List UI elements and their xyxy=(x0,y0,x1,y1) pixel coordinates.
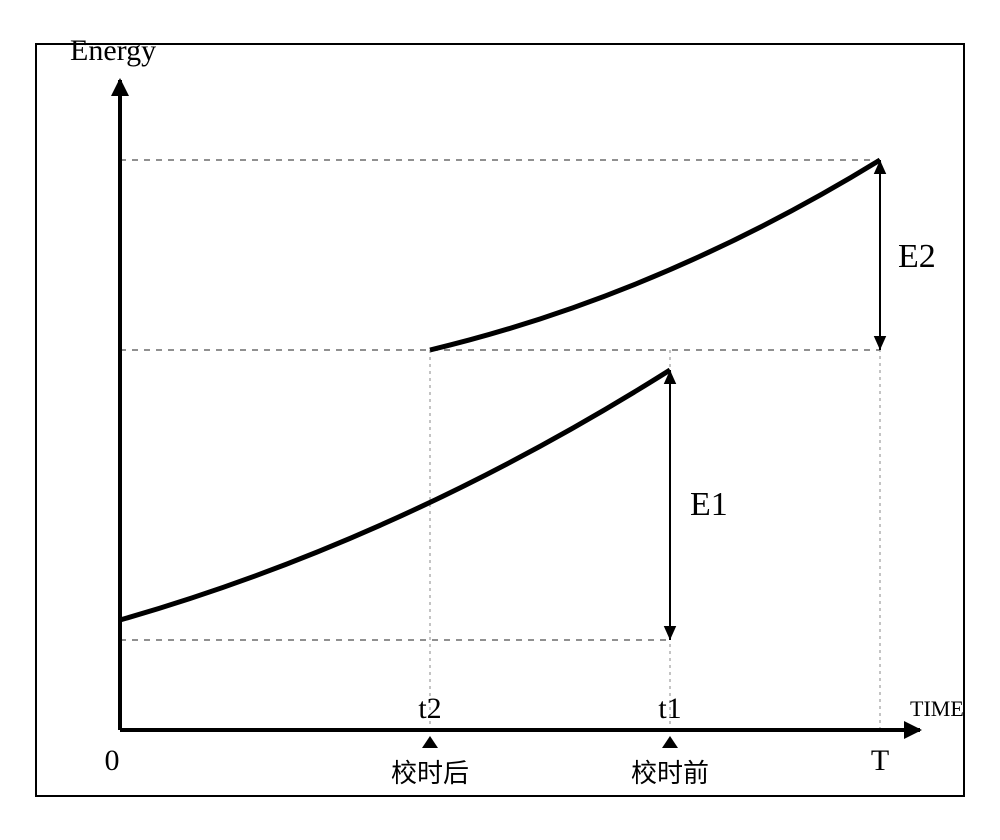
background xyxy=(0,0,1000,840)
t2-sublabel: 校时后 xyxy=(391,759,469,788)
e2-label: E2 xyxy=(898,238,936,275)
t1-label: t1 xyxy=(658,692,681,725)
T-label: T xyxy=(871,744,889,777)
t2-label: t2 xyxy=(418,692,441,725)
t1-sublabel: 校时前 xyxy=(631,759,709,788)
origin-label: 0 xyxy=(105,744,120,777)
e1-label: E1 xyxy=(690,486,728,523)
y-axis-label: Energy xyxy=(70,34,156,67)
x-axis-label: TIME xyxy=(910,696,964,721)
